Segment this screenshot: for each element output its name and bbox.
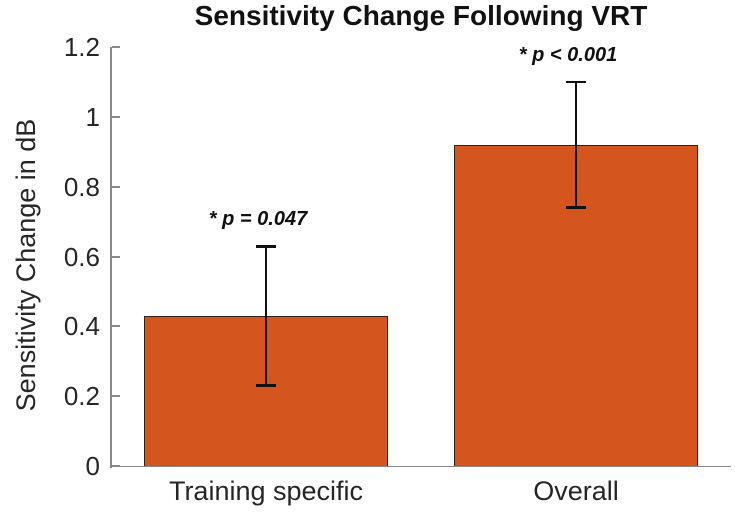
x-tick-label: Overall [533, 476, 619, 506]
y-tick-mark [111, 185, 120, 188]
y-tick-mark [111, 115, 120, 118]
y-tick-mark [111, 325, 120, 328]
significance-annotation: * p < 0.001 [518, 43, 618, 66]
y-tick-mark [111, 255, 120, 258]
error-bar [574, 81, 578, 208]
error-bar-cap-top [256, 245, 276, 248]
significance-annotation: * p = 0.047 [208, 208, 308, 231]
y-tick-mark [111, 395, 120, 398]
y-tick-label: 0.6 [63, 241, 100, 272]
y-tick-label: 0.4 [63, 311, 100, 342]
y-tick-label: 0 [85, 451, 100, 481]
error-bar [264, 246, 268, 386]
y-tick-label: 0.8 [63, 171, 100, 202]
y-axis-line [110, 47, 112, 468]
y-tick-label: 1.2 [63, 32, 100, 62]
y-tick-mark [111, 465, 120, 467]
x-axis-line [111, 465, 731, 467]
y-tick-label: 1 [85, 101, 100, 132]
y-tick-label: 0.2 [63, 381, 100, 412]
y-tick-mark [111, 46, 120, 48]
error-bar-cap-top [566, 80, 586, 84]
error-bar-cap-bottom [256, 384, 276, 387]
error-bar-cap-bottom [566, 206, 586, 209]
chart-title: Sensitivity Change Following VRT [194, 0, 648, 31]
x-tick-label: Training specific [168, 476, 364, 506]
